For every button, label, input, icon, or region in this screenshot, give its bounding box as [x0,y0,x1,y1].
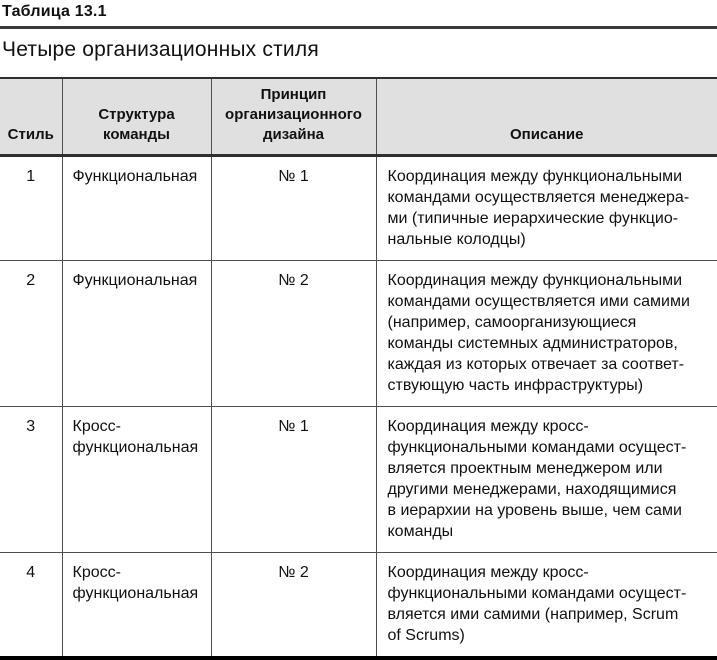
cell-structure: Кросс- функциональная [61,406,211,553]
cell-principle: № 1 [210,155,376,261]
table-row: 4 Кросс- функциональная № 2 Координация … [0,552,717,658]
cell-structure: Функциональная [61,260,211,407]
cell-principle: № 2 [210,260,376,407]
table-row: 3 Кросс- функциональная № 1 Координация … [0,406,717,553]
cell-style: 3 [0,406,62,553]
book-page: Таблица 13.1 Четыре организационных стил… [0,3,717,660]
cell-description: Координация между функциональными команд… [375,260,717,407]
title-divider [0,26,717,29]
header-cell-principle: Принцип организационного дизайна [210,78,376,157]
cell-style: 4 [0,552,62,658]
cell-structure: Кросс- функциональная [61,552,211,658]
table-header: Стиль Структура команды Принцип организа… [0,78,717,157]
table-row: 2 Функциональная № 2 Координация между ф… [0,260,717,407]
table-label: Таблица 13.1 [2,3,107,20]
cell-structure: Функциональная [61,155,211,261]
cell-principle: № 2 [210,552,376,658]
cell-description: Координация между кросс- функциональными… [375,552,717,658]
page-title: Четыре организационных стиля [2,38,319,61]
cell-style: 2 [0,260,62,407]
org-styles-table: Стиль Структура команды Принцип организа… [0,77,717,660]
header-cell-structure: Структура команды [61,78,211,157]
cell-description: Координация между кросс- функциональными… [375,406,717,553]
table-body: 1 Функциональная № 1 Координация между ф… [0,155,717,658]
cell-description: Координация между функциональными команд… [375,155,717,261]
header-cell-description: Описание [375,78,717,157]
header-cell-style: Стиль [0,78,62,157]
cell-style: 1 [26,168,36,185]
table-row: 1 Функциональная № 1 Координация между ф… [0,155,717,261]
header-row: Стиль Структура команды Принцип организа… [0,78,717,157]
cell-principle: № 1 [210,406,376,553]
